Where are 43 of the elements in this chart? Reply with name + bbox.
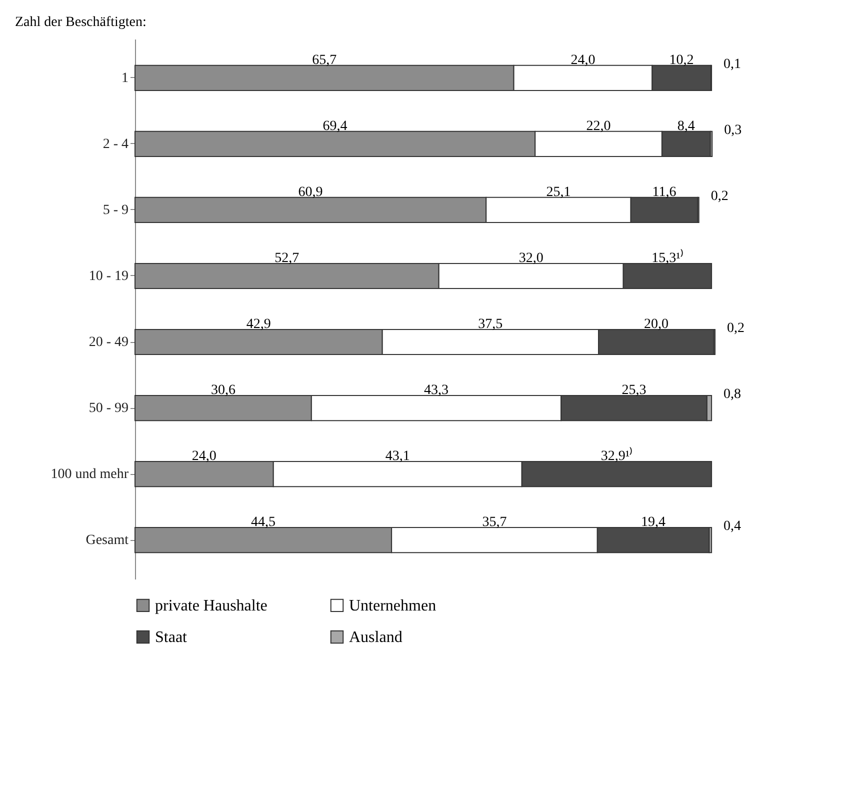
y-tick-label: 10 - 19 [88, 268, 128, 284]
y-tick-label: 5 - 9 [102, 202, 128, 218]
y-axis-title: Zahl der Beschäftigten: [15, 15, 146, 30]
data-label: 30,6 [210, 383, 236, 398]
data-label: 19,4 [641, 515, 666, 530]
data-label: 24,0 [570, 52, 596, 68]
data-label: 22,0 [586, 118, 611, 134]
data-label: 0,8 [724, 387, 742, 402]
legend-label: private Haushalte [155, 597, 268, 614]
data-label: 0,2 [710, 188, 728, 204]
data-label: 60,9 [298, 184, 323, 200]
data-label: 11,6 [652, 184, 676, 200]
legend-label: Staat [155, 629, 188, 646]
data-label: 10,2 [669, 52, 694, 68]
data-label: 20,0 [644, 317, 668, 332]
y-tick-label: 2 - 4 [102, 136, 128, 152]
y-tick-label: 1 [122, 70, 128, 86]
data-label: 0,1 [724, 56, 742, 72]
legend-label: Unternehmen [349, 597, 436, 614]
data-label: 44,5 [251, 515, 276, 530]
data-label: 25,1 [546, 184, 571, 200]
data-label: 52,7 [274, 250, 300, 266]
data-label: 0,3 [724, 122, 742, 138]
data-label: 35,7 [482, 515, 507, 530]
data-label: 8,4 [677, 118, 695, 134]
data-label: 43,3 [424, 383, 448, 398]
data-label: 65,7 [312, 52, 337, 68]
data-label: 69,4 [322, 118, 348, 134]
data-label: 43,1 [385, 449, 410, 464]
data-label: 37,5 [478, 317, 503, 332]
data-label: 0,2 [727, 321, 744, 336]
data-label: 25,3 [622, 383, 646, 398]
data-label: 32,9¹⁾ [600, 447, 633, 464]
data-label: 15,3¹⁾ [652, 248, 684, 266]
data-label: 24,0 [192, 449, 216, 464]
y-tick-label: Gesamt [86, 533, 129, 548]
data-label: 42,9 [246, 317, 271, 332]
y-tick-label: 100 und mehr [50, 467, 129, 482]
y-tick-label: 50 - 99 [88, 401, 128, 416]
y-tick-label: 20 - 49 [88, 335, 128, 350]
legend-label: Ausland [349, 629, 402, 646]
data-label: 0,4 [724, 519, 742, 534]
data-label: 32,0 [518, 250, 544, 266]
